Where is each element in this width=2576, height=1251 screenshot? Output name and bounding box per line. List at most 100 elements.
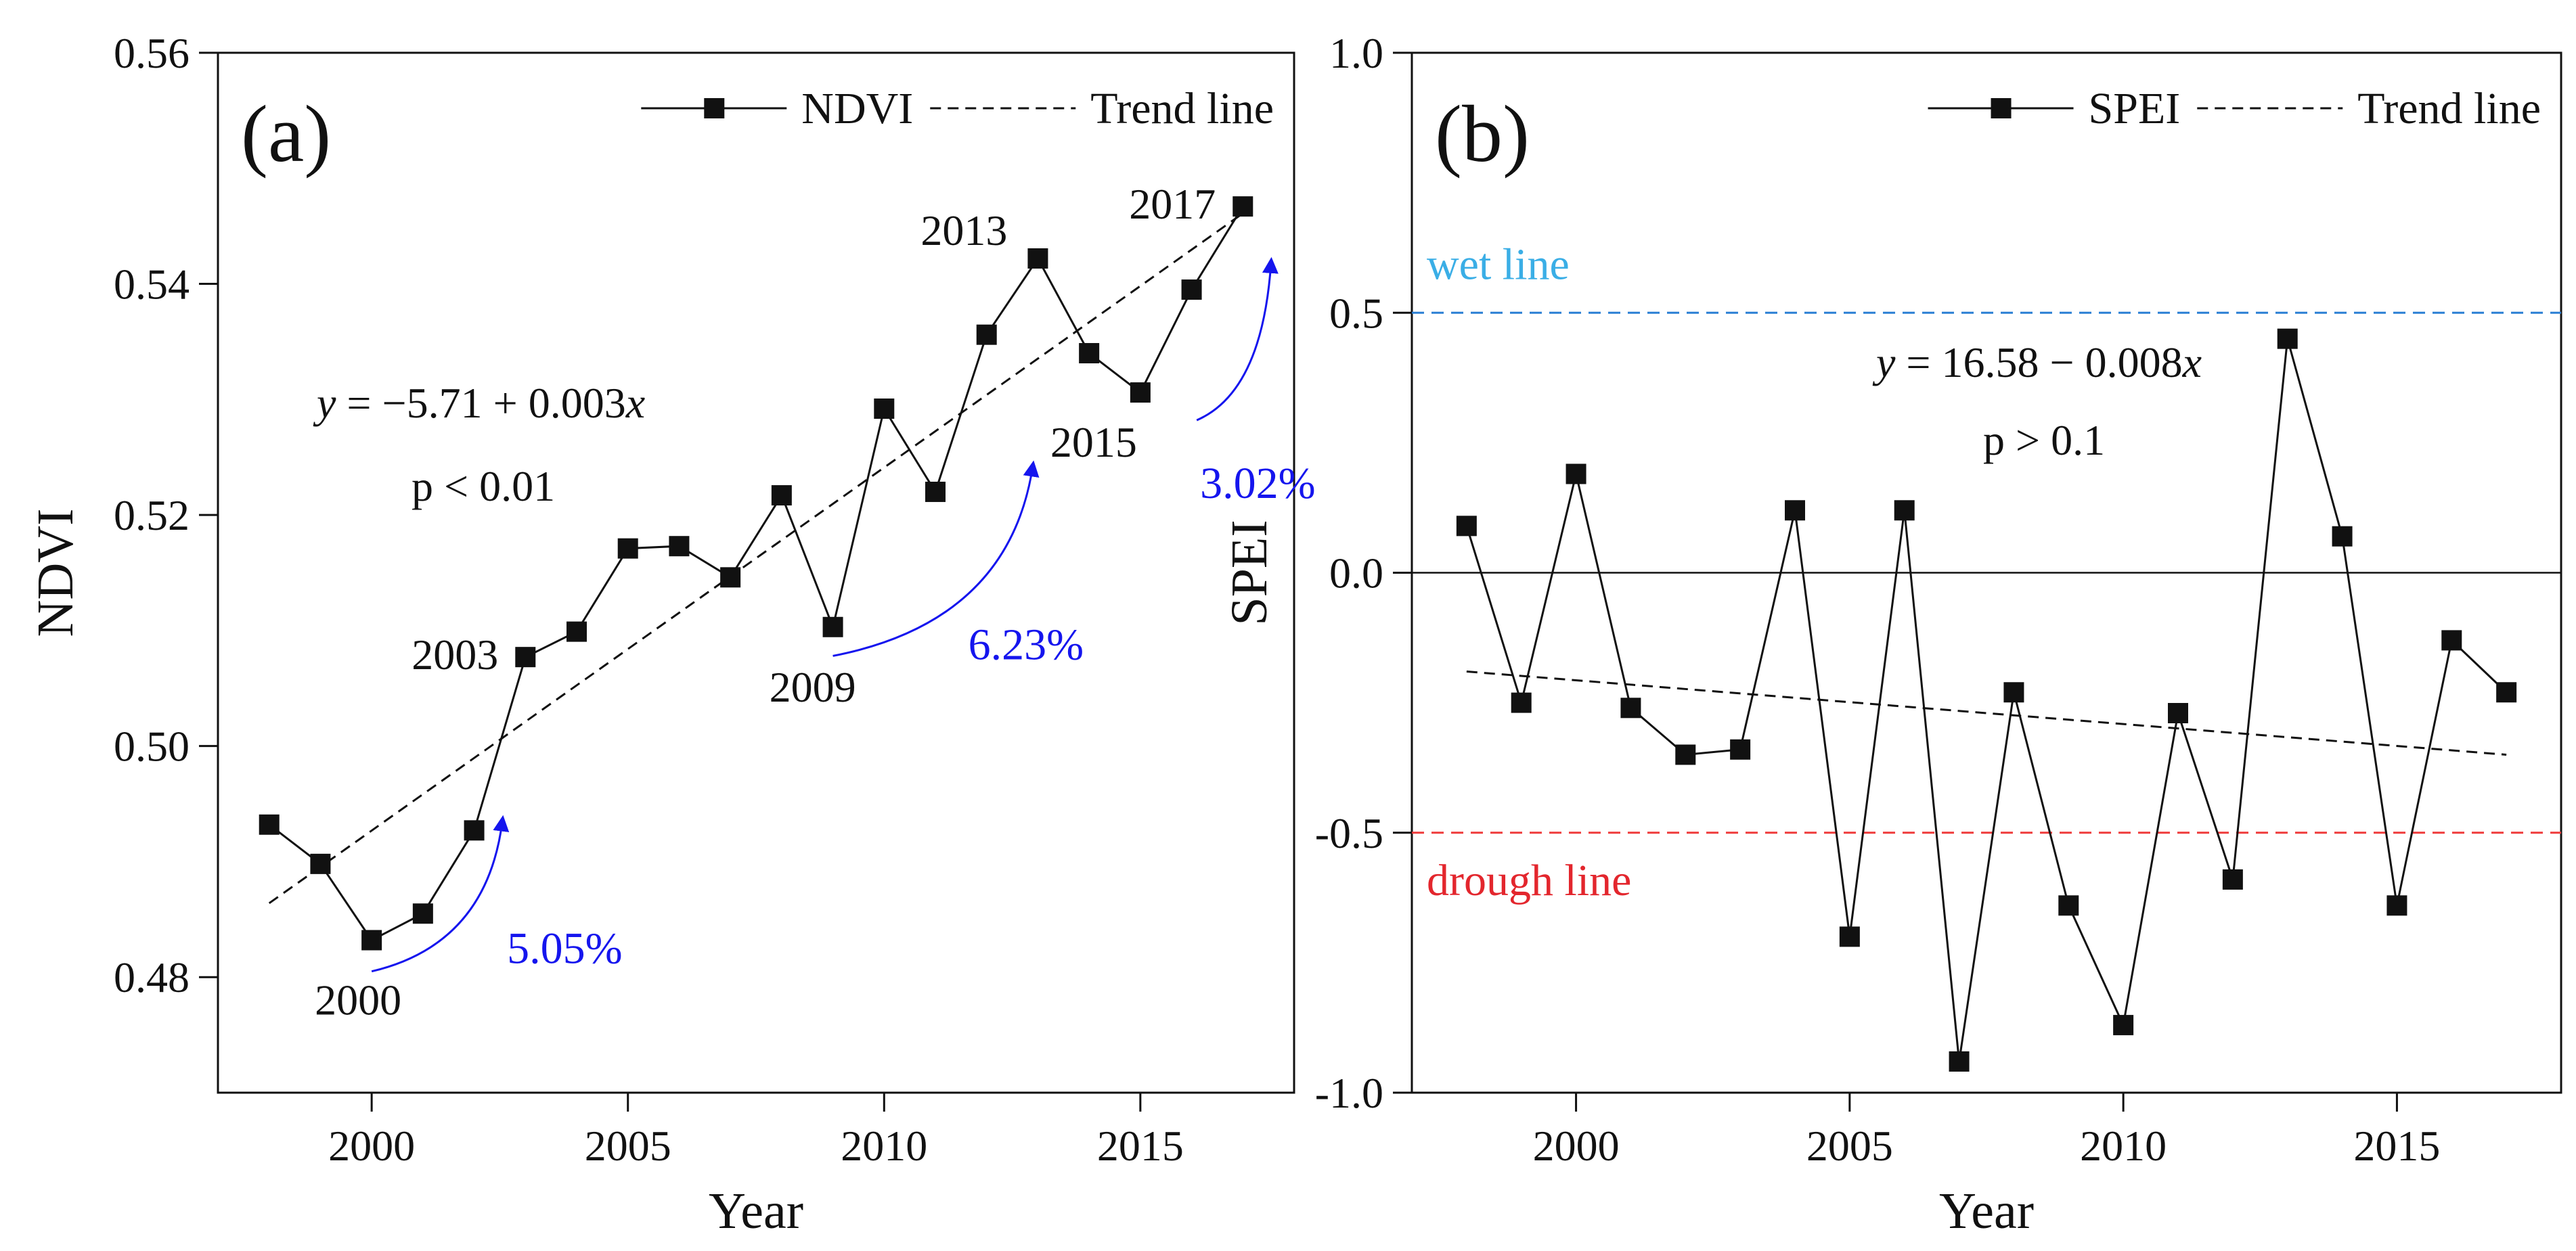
b-eq-y: y <box>1872 338 1896 386</box>
b-x-tick-label: 2000 <box>1533 1122 1620 1170</box>
a-plot-frame <box>217 51 1295 1094</box>
a-data-point-2006 <box>669 536 690 557</box>
a-data-point-2014 <box>1079 343 1100 364</box>
a-data-point-2011 <box>925 481 946 502</box>
b-legend-series-marker <box>1991 98 2012 118</box>
b-y-tick-label: 1.0 <box>1329 29 1383 77</box>
a-year-annotation-2017: 2017 <box>1129 180 1216 228</box>
a-data-point-2005 <box>617 538 638 559</box>
a-year-annotation-2000: 2000 <box>315 976 401 1024</box>
panel-a-ndvi-chart: 0.48 0.50 0.52 0.54 0.56 2000 2005 2010 2015 Year… <box>27 29 1316 1239</box>
a-year-annotation-2009: 2009 <box>770 663 856 711</box>
b-data-point-2004 <box>1785 500 1805 521</box>
a-x-tick-label: 2015 <box>1097 1122 1184 1170</box>
b-regression-equation: y = 16.58 − 0.008x <box>1872 338 2202 386</box>
b-data-point-2008 <box>2003 682 2024 703</box>
b-y-axis-title: SPEI <box>1221 520 1278 625</box>
b-data-point-2001 <box>1620 698 1641 719</box>
b-y-tick-label: 0.5 <box>1329 289 1383 337</box>
a-data-point-2003 <box>515 647 536 668</box>
panel-b-spei-chart: wet line drough line -1.0 -0.5 0.0 0.5 1.0 2000… <box>1221 29 2562 1239</box>
a-y-tick-label: 0.52 <box>114 491 190 539</box>
a-data-point-2017 <box>1233 196 1253 217</box>
a-growth-arrow-2 <box>832 460 1040 657</box>
b-data-point-1999 <box>1511 692 1532 713</box>
b-drought-line-label: drough line <box>1427 856 1631 905</box>
a-data-point-2009 <box>822 616 843 637</box>
b-data-point-2003 <box>1730 739 1751 760</box>
a-data-point-1999 <box>310 853 331 874</box>
a-p-value: p < 0.01 <box>412 462 555 510</box>
a-data-point-1998 <box>259 814 280 835</box>
a-series-line <box>268 206 1244 942</box>
a-x-tick-label: 2005 <box>585 1122 671 1170</box>
b-data-point-2014 <box>2332 526 2353 547</box>
b-wet-line-label: wet line <box>1427 240 1570 289</box>
a-trend-line <box>268 212 1244 905</box>
a-data-point-2008 <box>771 485 792 506</box>
a-y-tick-label: 0.56 <box>114 29 190 77</box>
a-y-tick-label: 0.54 <box>114 260 190 309</box>
b-y-tick-label: 0.0 <box>1329 549 1383 597</box>
b-eq-x: x <box>2182 338 2202 386</box>
a-growth-label-2: 6.23% <box>969 620 1084 669</box>
a-data-point-2002 <box>464 820 485 841</box>
a-panel-label: (a) <box>241 89 331 179</box>
b-data-point-2010 <box>2113 1015 2134 1036</box>
a-growth-arrow-1 <box>371 815 510 973</box>
b-p-value: p > 0.1 <box>1983 416 2105 464</box>
a-x-tick-label: 2000 <box>328 1122 415 1170</box>
a-growth-arrow-3 <box>1196 256 1279 422</box>
a-growth-label-1: 5.05% <box>507 924 622 974</box>
a-data-point-2001 <box>412 903 433 924</box>
a-eq-body: = −5.71 + 0.003 <box>336 379 625 427</box>
a-x-axis-title: Year <box>709 1183 803 1239</box>
b-y-tick-label: -0.5 <box>1315 809 1383 857</box>
a-y-tick-label: 0.48 <box>114 953 190 1001</box>
a-data-point-2007 <box>720 567 741 588</box>
b-data-point-2017 <box>2496 682 2517 703</box>
a-y-tick-label: 0.50 <box>114 723 190 771</box>
a-growth-label-3: 3.02% <box>1200 459 1315 508</box>
b-data-point-1998 <box>1456 516 1477 537</box>
b-x-tick-label: 2010 <box>2080 1122 2167 1170</box>
a-year-annotation-2015: 2015 <box>1050 418 1137 466</box>
b-data-point-2002 <box>1675 744 1696 765</box>
a-data-point-2010 <box>874 398 895 419</box>
a-legend-series-marker <box>704 98 725 118</box>
b-x-tick-label: 2015 <box>2353 1122 2440 1170</box>
a-data-point-2015 <box>1130 382 1151 403</box>
a-data-point-2012 <box>976 324 997 345</box>
b-data-point-2007 <box>1949 1051 1970 1072</box>
b-x-axis-title: Year <box>1939 1183 2034 1239</box>
a-data-point-2004 <box>567 621 587 642</box>
b-legend-trend-label: Trend line <box>2357 84 2541 133</box>
b-x-tick-label: 2005 <box>1806 1122 1893 1170</box>
a-legend-trend-label: Trend line <box>1090 84 1274 133</box>
b-eq-body: = 16.58 − 0.008 <box>1895 338 2182 386</box>
b-data-point-2005 <box>1839 926 1860 947</box>
b-data-point-2013 <box>2277 328 2298 349</box>
a-eq-x: x <box>625 379 645 427</box>
b-data-point-2015 <box>2386 895 2407 916</box>
a-data-point-2016 <box>1181 279 1202 300</box>
b-data-point-2012 <box>2222 869 2243 890</box>
b-panel-label: (b) <box>1435 89 1530 179</box>
a-year-annotation-2003: 2003 <box>412 631 498 679</box>
b-legend-series-label: SPEI <box>2089 84 2181 133</box>
b-data-point-2000 <box>1565 463 1586 484</box>
a-data-point-2013 <box>1027 248 1048 269</box>
a-x-tick-label: 2010 <box>841 1122 927 1170</box>
b-data-point-2009 <box>2058 895 2079 916</box>
b-data-point-2011 <box>2168 702 2188 723</box>
b-data-point-2016 <box>2441 630 2462 651</box>
a-data-point-2000 <box>361 930 382 951</box>
a-regression-equation: y = −5.71 + 0.003x <box>313 379 645 427</box>
b-trend-line <box>1466 670 2507 756</box>
a-legend-series-label: NDVI <box>801 84 913 133</box>
a-year-annotation-2013: 2013 <box>920 206 1007 254</box>
b-data-point-2006 <box>1894 500 1915 521</box>
a-y-axis-title: NDVI <box>27 509 84 637</box>
a-eq-y: y <box>313 379 336 427</box>
